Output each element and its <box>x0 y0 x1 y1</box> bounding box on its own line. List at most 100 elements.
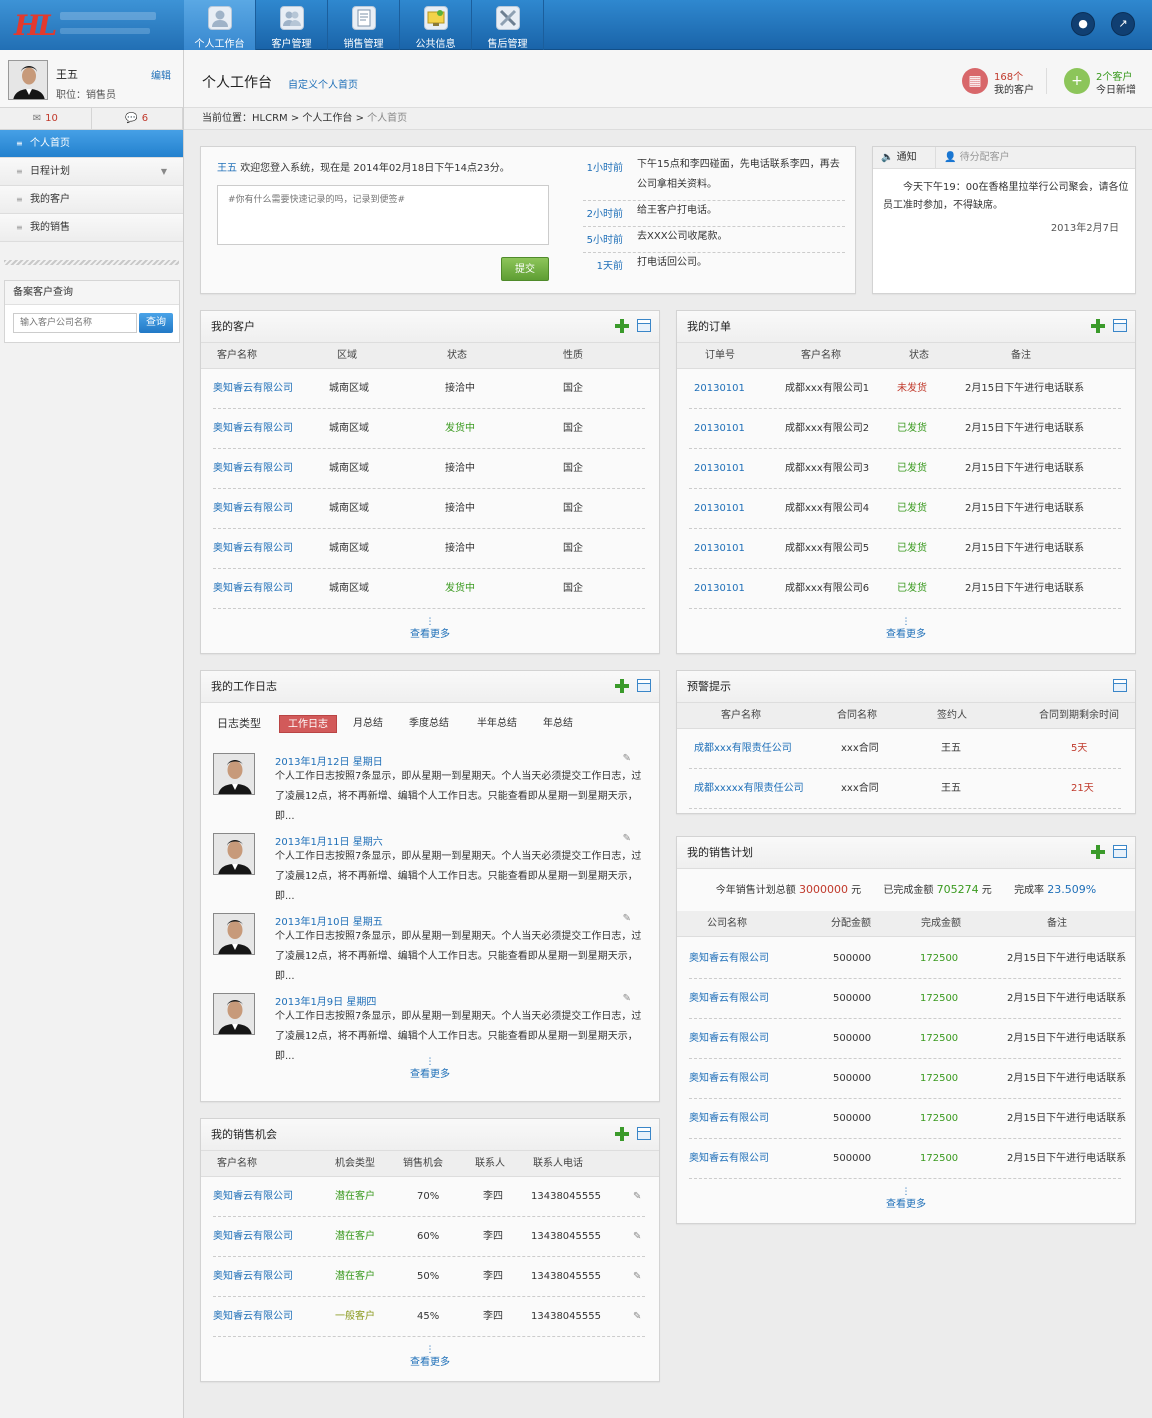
add-icon[interactable] <box>615 679 629 693</box>
customize-home-link[interactable]: 自定义个人首页 <box>288 80 358 91</box>
pencil-icon[interactable]: ✎ <box>633 1271 642 1282</box>
company-name-link[interactable]: 奥知睿云有限公司 <box>689 1073 769 1084</box>
new-today-stat[interactable]: + 2个客户 今日新增 <box>1064 68 1144 96</box>
quick-note-input[interactable] <box>217 185 549 245</box>
diary-date-link[interactable]: 2013年1月10日 星期五 <box>275 917 383 928</box>
customer-name-link[interactable]: 奥知睿云有限公司 <box>213 383 293 394</box>
sales-plan-panel: 我的销售计划 今年销售计划总额 3000000 元 已完成金额 705274 元… <box>676 836 1136 1224</box>
order-number-link[interactable]: 20130101 <box>694 423 745 434</box>
pencil-icon[interactable]: ✎ <box>622 753 631 764</box>
mail-count[interactable]: ✉ 10 <box>0 108 92 129</box>
order-number-link[interactable]: 20130101 <box>694 543 745 554</box>
customer-name-link[interactable]: 奥知睿云有限公司 <box>213 1191 293 1202</box>
table-icon[interactable] <box>1113 845 1127 858</box>
table-icon[interactable] <box>637 679 651 692</box>
sidebar-item-home[interactable]: ≡ 个人首页 <box>0 130 183 158</box>
company-name-link[interactable]: 奥知睿云有限公司 <box>689 953 769 964</box>
welcome-user[interactable]: 王五 <box>217 163 237 174</box>
view-more-link[interactable]: ⋮ 查看更多 <box>201 1058 659 1081</box>
chat-count[interactable]: 💬 6 <box>92 108 183 129</box>
tab-unassigned-customers[interactable]: 👤 待分配客户 <box>935 147 1010 169</box>
lock-icon[interactable]: ● <box>1071 12 1095 36</box>
diary-date-link[interactable]: 2013年1月12日 星期日 <box>275 757 383 768</box>
customer-name-link[interactable]: 奥知睿云有限公司 <box>213 503 293 514</box>
column-header: 区域 <box>337 350 357 361</box>
column-header: 合同名称 <box>837 710 877 721</box>
my-customers-stat[interactable]: ▦ 168个 我的客户 <box>962 68 1042 96</box>
customer-name-link[interactable]: 奥知睿云有限公司 <box>213 1231 293 1242</box>
customer-name-link[interactable]: 奥知睿云有限公司 <box>213 543 293 554</box>
view-more-label: 查看更多 <box>410 629 450 640</box>
company-name-link[interactable]: 奥知睿云有限公司 <box>689 1113 769 1124</box>
company-name-link[interactable]: 奥知睿云有限公司 <box>689 1033 769 1044</box>
add-icon[interactable] <box>1091 319 1105 333</box>
pencil-icon[interactable]: ✎ <box>622 833 631 844</box>
submit-button[interactable]: 提交 <box>501 257 549 281</box>
nav-tab-workbench[interactable]: 个人工作台 <box>184 0 256 50</box>
pencil-icon[interactable]: ✎ <box>633 1191 642 1202</box>
document-icon <box>352 6 376 30</box>
add-icon[interactable] <box>615 1127 629 1141</box>
customer-name-link[interactable]: 成都xxxxx有限责任公司 <box>694 783 804 794</box>
order-number-link[interactable]: 20130101 <box>694 383 745 394</box>
table-icon[interactable] <box>637 1127 651 1140</box>
sidebar-item-my-customers[interactable]: ≡ 我的客户 <box>0 186 183 214</box>
chance-cell: 60% <box>417 1231 440 1242</box>
pencil-icon[interactable]: ✎ <box>633 1311 642 1322</box>
diary-date-link[interactable]: 2013年1月9日 星期四 <box>275 997 377 1008</box>
timeline-content: 下午15点和李四碰面，先电话联系李四，再去公司拿相关资料。 <box>637 159 840 190</box>
table-row: 20130101 成都xxx有限公司3 已发货 2月15日下午进行电话联系 <box>689 449 1121 489</box>
divider <box>4 260 179 265</box>
timeline-time: 2小时前 <box>586 209 623 220</box>
tab-quarterly[interactable]: 季度总结 <box>409 718 449 729</box>
sidebar-item-schedule[interactable]: ≡ 日程计划 ▼ <box>0 158 183 186</box>
note-cell: 2月15日下午进行电话联系 <box>965 383 1085 394</box>
customer-name-link[interactable]: 成都xxx有限责任公司 <box>694 743 792 754</box>
sidebar-item-my-sales[interactable]: ≡ 我的销售 <box>0 214 183 242</box>
nav-tab-public-info[interactable]: 公共信息 <box>400 0 472 50</box>
pencil-icon[interactable]: ✎ <box>622 913 631 924</box>
tab-yearly[interactable]: 年总结 <box>543 718 573 729</box>
pencil-icon[interactable]: ✎ <box>622 993 631 1004</box>
assigned-amount-cell: 500000 <box>833 1033 872 1044</box>
customer-name-link[interactable]: 奥知睿云有限公司 <box>213 1271 293 1282</box>
company-name-link[interactable]: 奥知睿云有限公司 <box>689 993 769 1004</box>
view-more-link[interactable]: ⋮ 查看更多 <box>677 618 1135 641</box>
status-cell: 接洽中 <box>445 503 475 514</box>
edit-profile-link[interactable]: 编辑 <box>151 71 171 82</box>
area-cell: 城南区域 <box>329 463 369 474</box>
welcome-text: 王五 欢迎您登入系统，现在是 2014年02月18日下午14点23分。 <box>217 159 510 174</box>
add-icon[interactable] <box>1091 845 1105 859</box>
tab-work-log[interactable]: 工作日志 <box>279 715 337 733</box>
query-button[interactable]: 查询 <box>139 313 173 333</box>
customer-name-link[interactable]: 奥知睿云有限公司 <box>213 583 293 594</box>
tab-half-year[interactable]: 半年总结 <box>477 718 517 729</box>
order-number-link[interactable]: 20130101 <box>694 503 745 514</box>
logout-icon[interactable]: ↗ <box>1111 12 1135 36</box>
customer-name-link[interactable]: 奥知睿云有限公司 <box>213 463 293 474</box>
customer-search-input[interactable] <box>13 313 137 333</box>
order-number-link[interactable]: 20130101 <box>694 583 745 594</box>
nav-tab-after-sales[interactable]: 售后管理 <box>472 0 544 50</box>
app-logo[interactable]: HL <box>0 0 184 50</box>
view-more-link[interactable]: ⋮ 查看更多 <box>201 618 659 641</box>
opportunity-type-cell: 潜在客户 <box>335 1191 375 1202</box>
diary-date-link[interactable]: 2013年1月11日 星期六 <box>275 837 383 848</box>
table-icon[interactable] <box>637 319 651 332</box>
tab-monthly[interactable]: 月总结 <box>353 718 383 729</box>
table-header: 订单号 客户名称 状态 备注 <box>677 343 1135 369</box>
pencil-icon[interactable]: ✎ <box>633 1231 642 1242</box>
table-row: 奥知睿云有限公司 500000 172500 2月15日下午进行电话联系 <box>689 1019 1126 1059</box>
table-icon[interactable] <box>1113 679 1127 692</box>
company-name-link[interactable]: 奥知睿云有限公司 <box>689 1153 769 1164</box>
tab-notice[interactable]: 🔈 通知 <box>881 147 917 169</box>
nav-tab-sales[interactable]: 销售管理 <box>328 0 400 50</box>
customer-name-link[interactable]: 奥知睿云有限公司 <box>213 423 293 434</box>
view-more-link[interactable]: ⋮ 查看更多 <box>677 1188 1135 1211</box>
table-icon[interactable] <box>1113 319 1127 332</box>
nav-tab-customers[interactable]: 客户管理 <box>256 0 328 50</box>
add-icon[interactable] <box>615 319 629 333</box>
customer-name-link[interactable]: 奥知睿云有限公司 <box>213 1311 293 1322</box>
view-more-link[interactable]: ⋮ 查看更多 <box>201 1346 659 1369</box>
order-number-link[interactable]: 20130101 <box>694 463 745 474</box>
